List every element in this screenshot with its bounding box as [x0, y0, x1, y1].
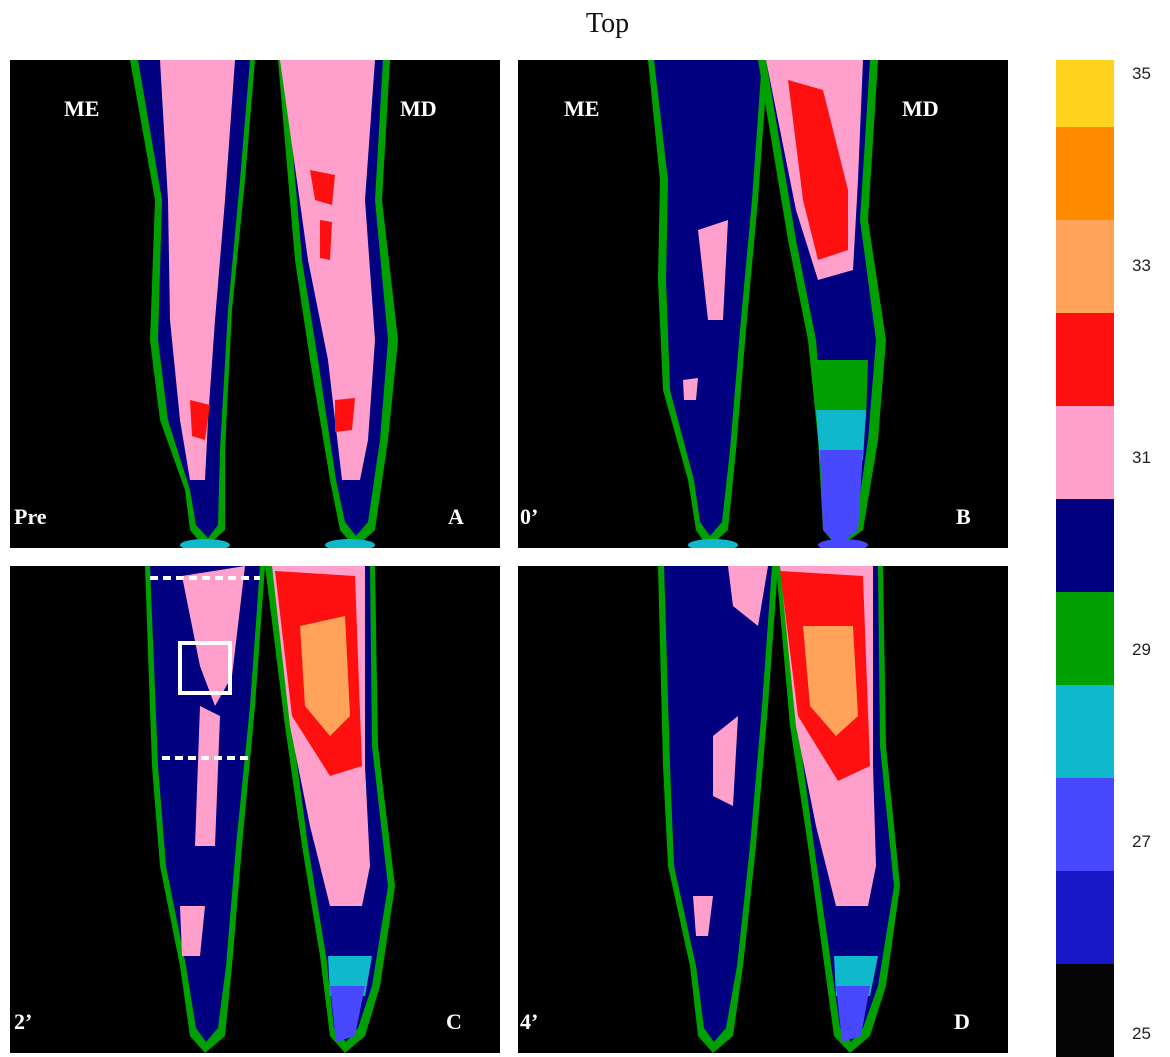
- leg-thermal-image-c: [145, 566, 395, 1053]
- time-label: 2’: [14, 1009, 33, 1034]
- time-label: 0’: [520, 504, 539, 529]
- left-leg-label: ME: [64, 96, 100, 121]
- leg-thermal-image-d: [658, 566, 900, 1053]
- thermal-panel-d: 4’ D: [518, 566, 1008, 1053]
- scale-tick-25: 25: [1132, 1024, 1151, 1043]
- roi-box: [178, 641, 232, 695]
- time-label: Pre: [14, 504, 47, 529]
- scale-tick-33: 33: [1132, 256, 1151, 275]
- thermal-panel-c: 2’ C: [10, 566, 500, 1053]
- scale-band-7: [1056, 685, 1114, 778]
- scale-band-4: [1056, 406, 1114, 499]
- leg-thermal-image-b: [648, 60, 886, 548]
- scale-tick-35: 35: [1132, 64, 1151, 83]
- scale-tick-27: 27: [1132, 832, 1151, 851]
- panel-letter: A: [448, 504, 464, 529]
- scale-band-9: [1056, 871, 1114, 964]
- scale-band-2: [1056, 220, 1114, 313]
- panel-letter: D: [954, 1009, 970, 1034]
- scale-band-1: [1056, 127, 1114, 220]
- scale-tick-29: 29: [1132, 640, 1151, 659]
- time-label: 4’: [520, 1009, 539, 1034]
- leg-thermal-image-a: [130, 60, 398, 548]
- panel-letter: C: [446, 1009, 462, 1034]
- right-leg-label: MD: [902, 96, 939, 121]
- right-leg-label: MD: [400, 96, 437, 121]
- figure-title: Top: [585, 8, 630, 39]
- panel-letter: B: [956, 504, 971, 529]
- scale-tick-31: 31: [1132, 448, 1151, 467]
- temperature-color-scale: [1056, 60, 1114, 1057]
- scale-band-5: [1056, 499, 1114, 592]
- scale-band-3: [1056, 313, 1114, 406]
- scale-band-0: [1056, 60, 1114, 127]
- scale-band-6: [1056, 592, 1114, 685]
- left-leg-label: ME: [564, 96, 600, 121]
- thermal-panel-b: ME MD 0’ B: [518, 60, 1008, 548]
- scale-band-8: [1056, 778, 1114, 871]
- scale-band-10: [1056, 964, 1114, 1057]
- thermal-panel-a: ME MD Pre A: [10, 60, 500, 548]
